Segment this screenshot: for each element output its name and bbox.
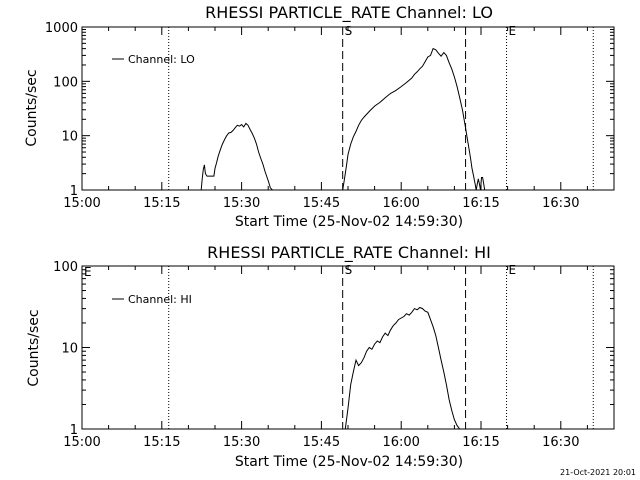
hi-x-tick-label: 15:00 bbox=[63, 435, 100, 450]
hi-x-axis-ticks: 15:00 15:15 15:30 15:45 16:00 16:15 16:30 bbox=[63, 266, 615, 450]
lo-x-tick-label: 15:15 bbox=[143, 196, 180, 211]
hi-y-tick-label: 10 bbox=[61, 342, 78, 357]
hi-series-group bbox=[344, 306, 461, 430]
hi-x-tick-label: 15:15 bbox=[143, 435, 180, 450]
lo-y-tick-label: 1000 bbox=[45, 21, 78, 36]
lo-x-tick-label: 16:30 bbox=[542, 196, 579, 211]
hi-x-tick-label: 15:30 bbox=[223, 435, 260, 450]
lo-series-line bbox=[200, 47, 486, 191]
hi-x-tick-label: 16:00 bbox=[382, 435, 419, 450]
hi-y-tick-label: 100 bbox=[53, 260, 78, 275]
hi-x-tick-label: 16:15 bbox=[462, 435, 499, 450]
lo-x-axis-label: Start Time (25-Nov-02 14:59:30) bbox=[235, 214, 463, 230]
hi-channel-panel: RHESSI PARTICLE_RATE Channel: HI 15:00 15… bbox=[26, 243, 615, 470]
footer-timestamp: 21-Oct-2021 20:01 bbox=[560, 468, 636, 477]
lo-x-tick-label: 15:30 bbox=[223, 196, 260, 211]
hi-chart-title: RHESSI PARTICLE_RATE Channel: HI bbox=[207, 243, 491, 263]
lo-marker-label: S bbox=[345, 24, 353, 38]
hi-x-tick-label: 15:45 bbox=[303, 435, 340, 450]
hi-legend-entry: Channel: HI bbox=[128, 293, 192, 306]
hi-y-axis-ticks: 1 10 100 bbox=[53, 260, 614, 438]
hi-x-axis-label: Start Time (25-Nov-02 14:59:30) bbox=[235, 454, 463, 470]
hi-series-line bbox=[344, 306, 461, 430]
hi-y-tick-label: 1 bbox=[70, 423, 78, 438]
hi-marker-label: E bbox=[509, 263, 517, 277]
lo-y-axis-ticks: 1 10 100 1000 bbox=[45, 21, 614, 199]
lo-chart-title: RHESSI PARTICLE_RATE Channel: LO bbox=[205, 3, 493, 23]
lo-y-tick-label: 10 bbox=[61, 130, 78, 145]
lo-y-tick-label: 1 bbox=[70, 184, 78, 199]
lo-x-tick-label: 16:15 bbox=[462, 196, 499, 211]
hi-y-axis-label: Counts/sec bbox=[26, 309, 42, 386]
lo-y-axis-label: Counts/sec bbox=[24, 69, 40, 146]
lo-series-group bbox=[200, 47, 486, 191]
lo-legend-entry: Channel: LO bbox=[128, 53, 195, 66]
lo-channel-panel: RHESSI PARTICLE_RATE Channel: LO 15:00 15… bbox=[24, 3, 615, 230]
lo-x-tick-label: 15:45 bbox=[303, 196, 340, 211]
hi-top-left-marker-label: E bbox=[84, 265, 92, 279]
lo-y-tick-label: 100 bbox=[53, 75, 78, 90]
hi-x-tick-label: 16:30 bbox=[542, 435, 579, 450]
hi-marker-label: S bbox=[345, 263, 353, 277]
lo-marker-label: E bbox=[509, 24, 517, 38]
lo-x-tick-label: 15:00 bbox=[63, 196, 100, 211]
lo-x-tick-label: 16:00 bbox=[382, 196, 419, 211]
lo-x-axis-ticks: 15:00 15:15 15:30 15:45 16:00 16:15 16:30 bbox=[63, 27, 615, 211]
